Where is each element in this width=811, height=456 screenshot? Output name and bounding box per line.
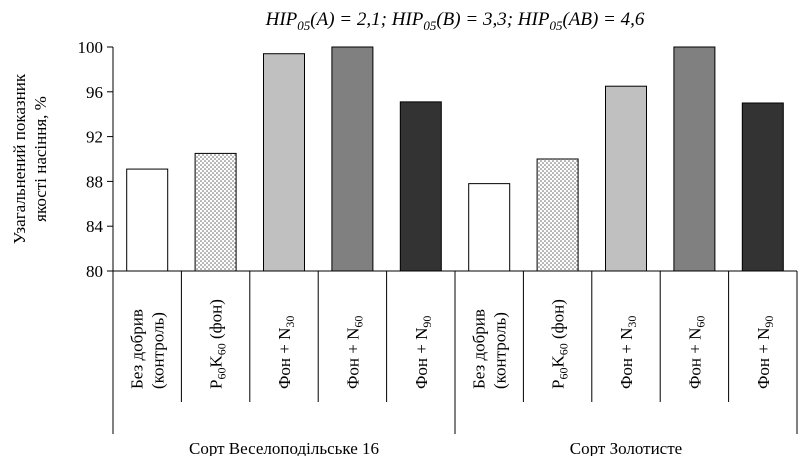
x-tick-label-part: 60 [557,368,571,380]
bar-g0-c1 [194,152,237,272]
title-part-1-text: HIP [391,9,424,30]
x-tick-label-part: P [549,380,568,389]
x-tick-label-part: 30 [283,316,297,328]
y-axis: 80 84 88 92 96 100 [78,38,114,281]
x-tick-label-part: Фон + N [617,328,636,389]
x-tick-label-g1-c4-l0: Фон + N90 [754,316,776,389]
bar-g1-c3 [673,46,716,272]
chart-title: HIP05(A) = 2,1; HIP05(B) = 3,3; HIP05(AB… [265,9,645,33]
y-tick-label: 80 [86,262,103,281]
bar-g0-c3 [331,46,374,272]
x-tick-label-part: Фон + N [754,328,773,389]
x-tick-label-part: Без добрив [128,309,147,389]
y-tick-label: 84 [86,217,104,236]
y-axis-label-line-1: якості насіння, % [31,96,50,222]
x-tick-label-part: (фон) [549,299,568,343]
title-part-2-text: HIP [517,9,550,30]
group-label-0: Сорт Веселоподільське 16 [189,439,379,456]
x-tick-label-g1-c0-l1: (контроль) [491,312,510,389]
x-tick-label-g0-c0-l0: Без добрив [128,309,147,389]
x-tick-label-g0-c2-l0: Фон + N30 [275,316,297,389]
bar-g0-c0 [126,168,169,272]
bar-g1-c1 [536,158,579,272]
title-part-0-sub: 05 [297,18,311,33]
title-part-0-text: HIP [265,9,298,30]
x-tick-label-part: (контроль) [149,312,168,389]
x-tick-label-part: (фон) [207,299,226,343]
bar-g1-c0 [468,183,511,272]
x-tick-label-part: Без добрив [470,309,489,389]
x-tick-label-g1-c3-l0: Фон + N60 [685,316,707,389]
x-tick-label-part: (контроль) [491,312,510,389]
x-tick-label-g0-c3-l0: Фон + N60 [343,316,365,389]
x-tick-label-part: 60 [693,316,707,328]
x-tick-label-part: 60 [215,343,229,355]
x-axis: Без добрив (контроль) P60K60 (фон)Фон + N3… [112,270,798,456]
title-part-2-sub: 05 [549,18,563,33]
x-tick-label-part: Фон + N [275,328,294,389]
x-tick-label-part: Фон + N [412,328,431,389]
y-tick-label: 100 [78,38,104,57]
x-tick-label-part: Фон + N [685,328,704,389]
x-tick-label-part: K [207,355,226,368]
bar-g0-c4 [399,101,442,272]
x-tick-label-g1-c1-l0: P60K60 (фон) [549,299,571,389]
x-tick-label-g0-c1-l0: P60K60 (фон) [207,299,229,389]
title-part-1-sub: 05 [423,18,437,33]
x-tick-label-g0-c4-l0: Фон + N90 [412,316,434,389]
title-part-0-rest: (A) = 2,1; [310,9,391,30]
title-part-1-rest: (B) = 3,3; [436,9,517,30]
group-label-1: Сорт Золотисте [570,439,682,456]
x-tick-label-part: P [207,380,226,389]
y-tick-label: 92 [86,128,103,147]
bar-g0-c2 [263,53,305,272]
x-tick-label-part: 60 [351,316,365,328]
title-part-2-rest: (AB) = 4,6 [562,9,644,30]
x-tick-label-g1-c0-l0: Без добрив [470,309,489,389]
y-axis-label-line-0: Узагальнений показник [10,73,29,244]
x-tick-label-part: 30 [625,316,639,328]
y-tick-label: 88 [86,172,103,191]
bar-g1-c4 [741,102,784,272]
x-tick-label-part: 90 [420,316,434,328]
x-tick-label-part: 90 [762,316,776,328]
y-axis-label: Узагальнений показник якості насіння, % [10,73,50,244]
x-tick-label-g0-c0-l1: (контроль) [149,312,168,389]
bar-g1-c2 [605,85,647,272]
x-tick-label-part: Фон + N [343,328,362,389]
x-tick-label-part: 60 [557,343,571,355]
x-tick-label-part: K [549,355,568,368]
chart-title-text: HIP05(A) = 2,1; HIP05(B) = 3,3; HIP05(AB… [265,9,645,33]
y-tick-label: 96 [86,83,103,102]
bars [126,46,784,272]
x-tick-label-part: 60 [215,368,229,380]
x-tick-label-g1-c2-l0: Фон + N30 [617,316,639,389]
